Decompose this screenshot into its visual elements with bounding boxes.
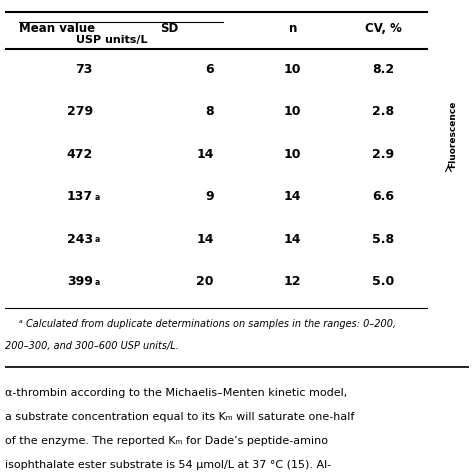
Text: 200–300, and 300–600 USP units/L.: 200–300, and 300–600 USP units/L. — [5, 341, 179, 352]
Text: 5.8: 5.8 — [372, 233, 394, 246]
Text: 10: 10 — [284, 63, 301, 76]
Text: 12: 12 — [284, 275, 301, 288]
Text: 14: 14 — [196, 233, 214, 246]
Text: 6.6: 6.6 — [372, 190, 394, 203]
Text: 6: 6 — [205, 63, 214, 76]
Text: a: a — [94, 278, 100, 287]
Text: a: a — [94, 193, 100, 202]
Text: 243: 243 — [67, 233, 93, 246]
Text: SD: SD — [161, 22, 179, 35]
Text: a substrate concentration equal to its Kₘ will saturate one-half: a substrate concentration equal to its K… — [5, 412, 354, 422]
Text: 8: 8 — [205, 105, 214, 118]
Text: 2.8: 2.8 — [372, 105, 394, 118]
Text: 399: 399 — [67, 275, 93, 288]
Text: 73: 73 — [76, 63, 93, 76]
Text: Mean value: Mean value — [18, 22, 95, 35]
Text: 8.2: 8.2 — [372, 63, 394, 76]
Text: 472: 472 — [67, 148, 93, 160]
Text: 20: 20 — [196, 275, 214, 288]
Text: 10: 10 — [284, 148, 301, 160]
Text: USP units/L: USP units/L — [76, 35, 147, 45]
Text: CV, %: CV, % — [365, 22, 402, 35]
Text: 14: 14 — [284, 190, 301, 203]
Text: ᵃ Calculated from duplicate determinations on samples in the ranges: 0–200,: ᵃ Calculated from duplicate determinatio… — [18, 319, 396, 329]
Text: 5.0: 5.0 — [372, 275, 394, 288]
Text: of the enzyme. The reported Kₘ for Dade’s peptide-amino: of the enzyme. The reported Kₘ for Dade’… — [5, 436, 328, 446]
Text: 2.9: 2.9 — [372, 148, 394, 160]
Text: 14: 14 — [284, 233, 301, 246]
Text: 9: 9 — [205, 190, 214, 203]
Text: 14: 14 — [196, 148, 214, 160]
Text: 279: 279 — [67, 105, 93, 118]
Text: Fluorescence: Fluorescence — [448, 101, 457, 168]
Text: n: n — [289, 22, 297, 35]
Text: α-thrombin according to the Michaelis–Menten kinetic model,: α-thrombin according to the Michaelis–Me… — [5, 388, 347, 398]
Text: 10: 10 — [284, 105, 301, 118]
Text: isophthalate ester substrate is 54 μmol/L at 37 °C (15). Al-: isophthalate ester substrate is 54 μmol/… — [5, 460, 331, 470]
Text: a: a — [94, 235, 100, 244]
Text: 137: 137 — [67, 190, 93, 203]
